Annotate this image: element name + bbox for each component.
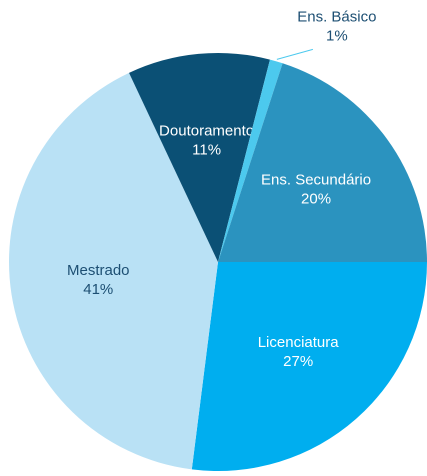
slice-label: Ens. Secundário xyxy=(261,172,371,189)
slice-label: Doutoramento xyxy=(159,122,254,139)
pie-slice xyxy=(191,262,427,471)
pie-slice xyxy=(218,59,283,263)
leader-line xyxy=(276,48,314,60)
slice-value: 20% xyxy=(301,191,331,208)
slice-label: Mestrado xyxy=(67,262,130,279)
pie-slice xyxy=(9,72,219,470)
pie-slice xyxy=(129,52,270,263)
slice-value: 11% xyxy=(192,141,221,158)
slice-label: Ens. Básico xyxy=(297,8,376,25)
slice-value: 27% xyxy=(283,353,313,370)
slice-label: Licenciatura xyxy=(258,334,340,351)
pie-slice xyxy=(218,63,427,262)
slice-value: 1% xyxy=(326,27,348,44)
slice-value: 41% xyxy=(83,281,113,298)
